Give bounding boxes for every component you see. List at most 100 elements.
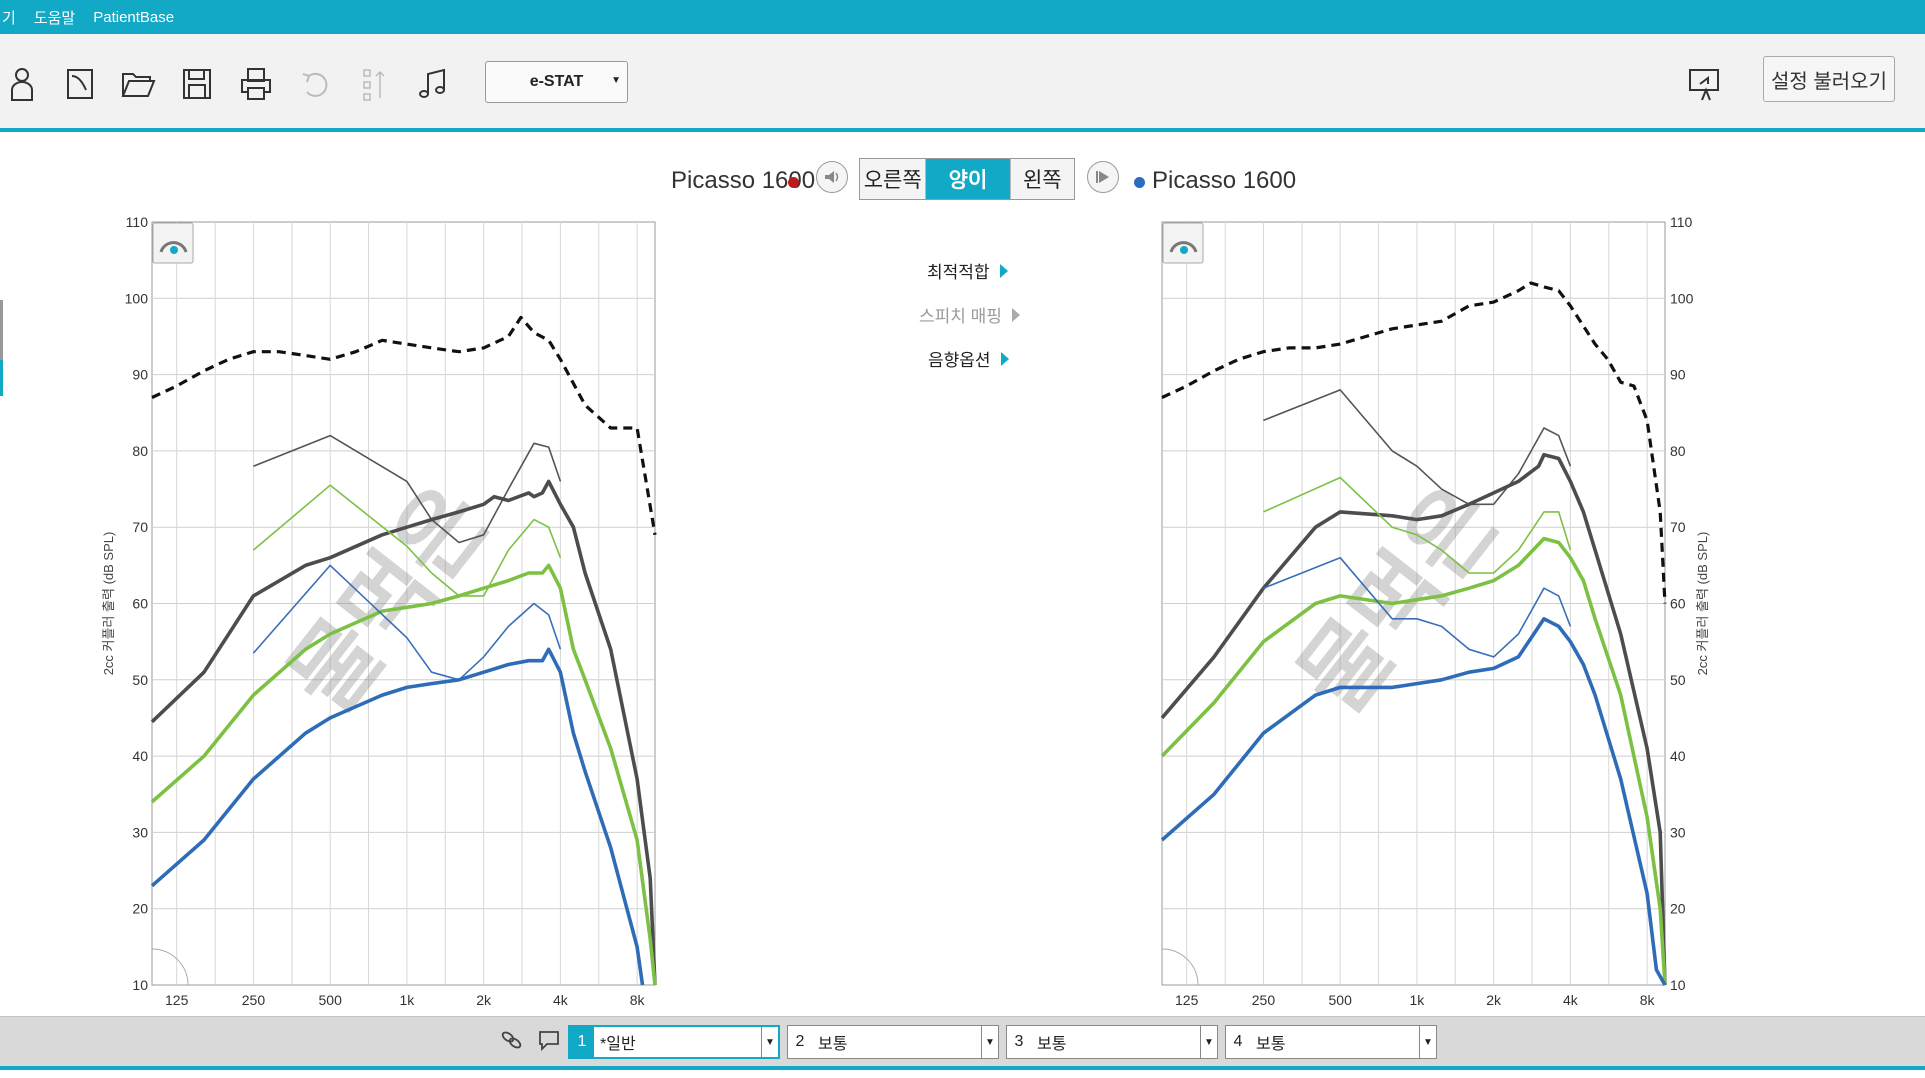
user-icon <box>11 68 33 101</box>
y-tick-label: 40 <box>132 748 148 764</box>
save-button[interactable] <box>177 62 217 106</box>
left-ear-dot <box>1134 177 1145 188</box>
menu-item-file[interactable]: 기 <box>2 9 16 27</box>
chevron-down-icon[interactable]: ▼ <box>761 1027 778 1057</box>
gauge-icon[interactable] <box>1162 222 1204 264</box>
music-button[interactable] <box>413 62 453 106</box>
y-tick-label: 100 <box>125 290 149 306</box>
chevron-down-icon[interactable]: ▼ <box>1419 1026 1436 1058</box>
menu-item-patientbase[interactable]: PatientBase <box>93 8 175 26</box>
y-axis-label: 2cc 커플러 출력 (dB SPL) <box>101 532 116 676</box>
open-button[interactable] <box>118 62 158 106</box>
new-session-button[interactable] <box>60 62 100 106</box>
y-tick-label: 50 <box>132 672 148 688</box>
x-tick-label: 125 <box>1175 992 1199 1008</box>
acoustic-options-link[interactable]: 음향옵션 <box>928 346 1009 371</box>
x-tick-label: 4k <box>1563 992 1579 1008</box>
y-tick-label: 10 <box>1670 977 1686 993</box>
x-tick-label: 250 <box>1252 992 1276 1008</box>
ear-selector: Picasso 1600 오른쪽 양이 왼쪽 Picasso 1600 <box>0 155 1925 205</box>
undo-button[interactable] <box>295 62 335 106</box>
speech-mapping-label: 스피치 매핑 <box>919 307 1002 326</box>
series-line-thick-4 <box>1160 536 1667 986</box>
y-tick-label: 90 <box>132 367 148 383</box>
gauge-icon[interactable] <box>152 222 194 264</box>
program-number: 1 <box>570 1027 594 1057</box>
undo-icon <box>302 72 328 97</box>
program-number: 2 <box>795 1033 805 1050</box>
best-fit-link[interactable]: 최적적합 <box>927 258 1008 283</box>
y-tick-label: 40 <box>1670 748 1686 764</box>
best-fit-label: 최적적합 <box>927 263 990 282</box>
series-line-thin-5 <box>252 564 562 681</box>
play-arrow-icon <box>1011 307 1020 322</box>
y-tick-label: 90 <box>1670 367 1686 383</box>
series-line-dashed-0 <box>151 315 657 536</box>
program-select-value: e-STAT <box>529 73 584 90</box>
speech-mapping-link[interactable]: 스피치 매핑 <box>919 302 1020 327</box>
side-scroll-indicator <box>0 300 3 360</box>
program-name: *일반 <box>600 1036 636 1053</box>
chevron-down-icon[interactable]: ▼ <box>1200 1026 1217 1058</box>
y-tick-label: 100 <box>1670 290 1694 306</box>
x-tick-label: 2k <box>1486 992 1502 1008</box>
program-slot-3[interactable]: 3 보통 ▼ <box>1006 1025 1218 1059</box>
series-line-thick-6 <box>150 647 645 986</box>
user-button[interactable] <box>2 62 42 106</box>
left-speaker-button[interactable] <box>1087 161 1119 193</box>
ear-left-tab[interactable]: 왼쪽 <box>1009 159 1074 199</box>
series-line-dashed-0 <box>1161 281 1667 604</box>
open-folder-icon <box>121 73 156 97</box>
y-tick-label: 50 <box>1670 672 1686 688</box>
y-tick-label: 110 <box>1670 214 1693 230</box>
series-line-thin-3 <box>252 484 562 597</box>
left-device-label: Picasso 1600 <box>1152 167 1297 194</box>
right-ear-chart[interactable]: 10 20 30 40 50 60 70 80 90 100 110 125 250 500 1k 2k 4k 8… <box>95 210 915 1030</box>
left-ear-chart[interactable]: 10 20 30 40 50 60 70 80 90 100 110 125 250 500 1k 2k 4k 8… <box>1090 210 1910 1030</box>
bottom-accent-line <box>0 1066 1925 1070</box>
program-number: 3 <box>1014 1033 1024 1050</box>
transfer-button[interactable] <box>354 62 394 106</box>
print-icon <box>241 68 271 100</box>
x-tick-label: 500 <box>319 992 343 1008</box>
load-settings-button[interactable]: 설정 불러오기 <box>1763 56 1895 102</box>
x-tick-label: 500 <box>1329 992 1353 1008</box>
series-line-thin-1 <box>253 434 562 544</box>
y-tick-label: 70 <box>1670 519 1686 535</box>
program-slot-2[interactable]: 2 보통 ▼ <box>787 1025 999 1059</box>
program-slot-1[interactable]: 1 *일반 ▼ <box>568 1025 780 1059</box>
corner-arc <box>151 948 189 986</box>
y-tick-label: 30 <box>1670 824 1686 840</box>
y-tick-label: 20 <box>1670 901 1686 917</box>
print-button[interactable] <box>236 62 276 106</box>
series-line-thick-6 <box>1160 616 1667 986</box>
y-tick-label: 60 <box>1670 596 1686 612</box>
y-axis-label: 2cc 커플러 출력 (dB SPL) <box>1695 532 1710 676</box>
x-tick-label: 4k <box>553 992 569 1008</box>
remote-fitting-button[interactable] <box>1684 62 1724 106</box>
right-speaker-button[interactable] <box>816 161 848 193</box>
side-scroll-accent <box>0 360 3 396</box>
y-tick-label: 70 <box>132 519 148 535</box>
x-tick-label: 8k <box>1640 992 1656 1008</box>
transfer-icon <box>363 69 385 101</box>
chevron-down-icon[interactable]: ▼ <box>981 1026 998 1058</box>
link-icon[interactable] <box>500 1028 524 1057</box>
y-tick-label: 20 <box>132 901 148 917</box>
remote-fitting-icon <box>1689 69 1719 101</box>
play-icon <box>1096 171 1109 183</box>
y-tick-label: 60 <box>132 596 148 612</box>
program-slot-4[interactable]: 4 보통 ▼ <box>1225 1025 1437 1059</box>
save-icon <box>183 69 211 99</box>
comment-icon[interactable] <box>537 1028 561 1057</box>
ear-both-tab[interactable]: 양이 <box>926 159 1010 199</box>
y-tick-label: 30 <box>132 824 148 840</box>
ear-right-tab[interactable]: 오른쪽 <box>860 159 927 199</box>
music-note-icon <box>419 68 445 98</box>
series-line-thick-2 <box>1160 452 1667 986</box>
play-arrow-icon <box>999 263 1008 278</box>
acoustic-options-label: 음향옵션 <box>928 351 991 370</box>
menu-item-help[interactable]: 도움말 <box>33 9 76 27</box>
series-line-thick-4 <box>150 563 657 986</box>
program-select[interactable]: e-STAT ▼ <box>485 61 628 103</box>
